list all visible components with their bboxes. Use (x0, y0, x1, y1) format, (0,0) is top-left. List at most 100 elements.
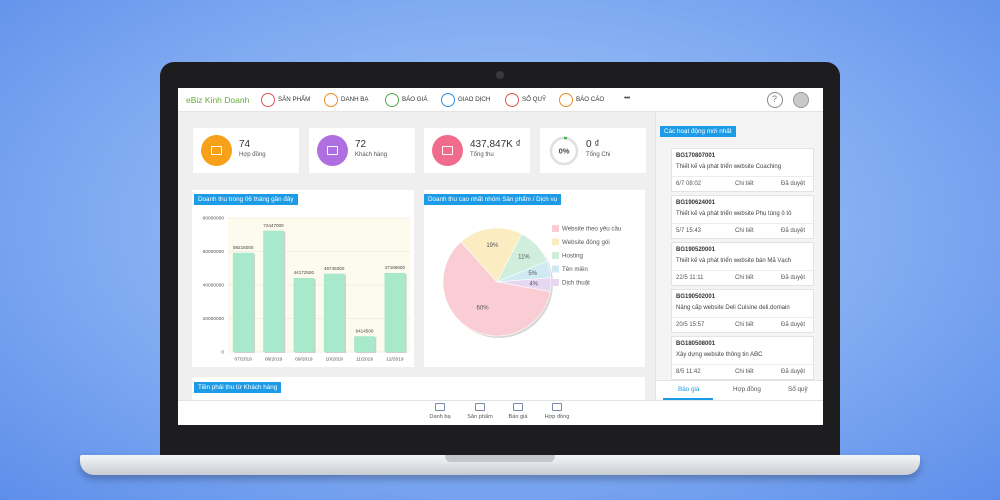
nav-item[interactable]: BÁO GIÁ (402, 96, 428, 103)
bottom-nav-item[interactable]: Sản phẩm (467, 414, 493, 420)
nav-icon (505, 93, 519, 107)
tab[interactable]: Sổ quỹ (788, 386, 808, 393)
activity-text: Thiết kế và phát triển website Coaching (676, 164, 782, 170)
nav-icon (441, 93, 455, 107)
detail-link[interactable]: Chi tiết (735, 228, 754, 234)
activity-card[interactable] (671, 336, 814, 380)
activity-date: 22/5 11:11 (676, 275, 704, 281)
bottom-nav-item[interactable]: Báo giá (508, 414, 528, 420)
avatar[interactable] (793, 92, 809, 108)
brand: eBiz Kinh Doanh (186, 95, 250, 105)
tab[interactable]: Báo giá (678, 386, 700, 393)
activity-text: Thiết kế và phát triển website bán Mã Vạ… (676, 258, 792, 264)
slice-label: 60% (477, 306, 490, 312)
help-button[interactable] (767, 92, 783, 108)
slice-label: 4% (529, 281, 538, 287)
data-label: 72447000 (263, 223, 284, 228)
active-tab-underline (663, 398, 713, 400)
bottom-nav-icon (475, 403, 485, 411)
nav-icon (559, 93, 573, 107)
x-tick-label: 12/2019 (386, 356, 404, 362)
activity-code: BG180508001 (676, 341, 716, 347)
bar (323, 273, 345, 352)
bottom-nav-icon (552, 403, 562, 411)
legend-label: Tên miền (562, 266, 588, 273)
y-tick-label: 40000000 (203, 282, 225, 288)
base-notch (445, 455, 555, 462)
nav-item[interactable]: GIAO DỊCH (458, 96, 491, 103)
stat-value: 437,847K ₫ (470, 139, 521, 150)
nav-item[interactable]: DANH BẠ (341, 96, 369, 103)
stat-card (540, 128, 646, 173)
activity-date: 6/7 08:02 (676, 181, 702, 187)
bar-chart: 0 20000000 40000000 60000000 80000000 5921600… (203, 215, 410, 362)
stat-label: Tổng thu (470, 152, 494, 158)
legend-label: Website đóng gói (562, 239, 610, 246)
camera (496, 71, 504, 79)
detail-link[interactable]: Chi tiết (735, 322, 754, 328)
slice-label: 11% (518, 255, 530, 261)
divider (672, 317, 813, 318)
activity-card[interactable] (671, 242, 814, 286)
nav-item[interactable]: SẢN PHẨM (278, 96, 311, 103)
panel-title: Tiền phải thu từ Khách hàng (194, 382, 282, 393)
status: Đã duyệt (781, 322, 806, 328)
stat-value: 0 ₫ (586, 139, 600, 150)
bottom-nav (178, 400, 823, 425)
legend-label: Website theo yêu cầu (562, 226, 622, 233)
y-tick-label: 20000000 (203, 316, 225, 322)
x-tick-label: 11/2019 (356, 356, 373, 362)
x-tick-label: 09/2019 (295, 356, 313, 362)
detail-link[interactable]: Chi tiết (735, 275, 754, 281)
stat-icon-glyph (211, 146, 222, 155)
activity-card[interactable] (671, 289, 814, 333)
divider (672, 176, 813, 177)
status: Đã duyệt (781, 369, 806, 375)
activity-card[interactable] (671, 195, 814, 239)
nav-icon (261, 93, 275, 107)
tab[interactable]: Hợp đồng (733, 386, 761, 393)
detail-link[interactable]: Chi tiết (735, 369, 754, 375)
nav-icon (385, 93, 399, 107)
progress-ring: 0% (549, 136, 579, 166)
divider (672, 364, 813, 365)
stat-value: 74 (239, 139, 251, 150)
legend-swatch (552, 265, 559, 273)
stat-icon (201, 135, 232, 166)
x-tick-label: 08/2019 (265, 356, 283, 362)
stat-label: Hợp đồng (239, 152, 266, 158)
bottom-nav-item[interactable]: Hợp đồng (544, 414, 570, 420)
activity-date: 20/5 15:57 (676, 322, 705, 328)
data-label: 44172500 (294, 270, 315, 275)
activity-date: 8/5 11:42 (676, 369, 701, 375)
pie-chart: 60% Website theo yêu cầu 19% Website đóng g… (442, 225, 622, 338)
laptop-base (80, 455, 920, 475)
activity-code: BG190520001 (676, 247, 716, 253)
status: Đã duyệt (781, 228, 806, 234)
slice-label: 5% (528, 271, 537, 277)
stat-icon-glyph (442, 146, 453, 155)
activity-card[interactable] (671, 148, 814, 192)
status: Đã duyệt (781, 181, 806, 187)
activity-text: Thiết kế và phát triển website Phụ tùng … (676, 211, 792, 217)
detail-link[interactable]: Chi tiết (735, 181, 754, 187)
ring-label: 0% (559, 146, 570, 155)
nav-item[interactable]: BÁO CÁO (576, 96, 605, 103)
activity-date: 5/7 15:43 (676, 228, 702, 234)
bottom-nav-item[interactable]: Danh bạ (429, 414, 451, 420)
data-label: 47186000 (385, 265, 406, 270)
header-bar (178, 88, 823, 112)
data-label: 9414500 (356, 328, 374, 333)
bottom-nav-icon (513, 403, 523, 411)
nav-item[interactable]: SỔ QUỸ (522, 96, 547, 103)
legend-swatch (552, 238, 559, 246)
x-tick-label: 10/2019 (325, 356, 343, 362)
legend-label: Hosting (562, 253, 584, 260)
pie-slice (442, 241, 551, 337)
y-tick-label: 60000000 (203, 249, 225, 255)
legend-label: Dịch thuật (562, 280, 590, 287)
more-menu[interactable]: ••• (624, 95, 630, 102)
stat-label: Tổng Chi (586, 152, 611, 158)
y-tick-label: 80000000 (203, 215, 225, 221)
